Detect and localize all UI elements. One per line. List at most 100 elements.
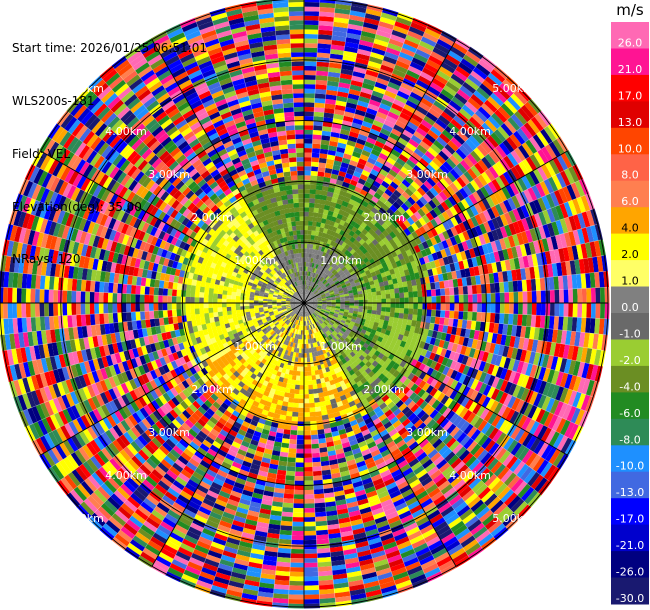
velocity-gate [351, 286, 357, 291]
velocity-gate [294, 476, 304, 481]
velocity-gate [516, 127, 530, 143]
velocity-gate [417, 75, 433, 87]
velocity-gate [358, 303, 364, 307]
velocity-gate [363, 303, 368, 307]
velocity-gate [305, 284, 307, 290]
velocity-gate [303, 503, 315, 509]
velocity-gate [499, 303, 505, 314]
velocity-gate [404, 73, 419, 84]
velocity-gate [309, 244, 314, 249]
velocity-gate [380, 64, 395, 74]
velocity-gate [516, 206, 526, 221]
velocity-gate [400, 82, 415, 92]
velocity-gate [321, 218, 327, 224]
velocity-gate [322, 213, 328, 220]
velocity-gate [412, 266, 419, 274]
velocity-gate [501, 186, 512, 200]
velocity-gate [327, 76, 341, 83]
velocity-gate [300, 371, 304, 377]
velocity-gate [382, 55, 398, 65]
velocity-gate [382, 144, 394, 154]
velocity-gate [345, 37, 361, 45]
velocity-gate [424, 150, 436, 161]
velocity-gate [309, 267, 312, 272]
velocity-gate [477, 245, 485, 257]
velocity-gate [499, 292, 505, 304]
velocity-gate [359, 260, 366, 266]
velocity-gate [350, 194, 358, 202]
velocity-gate [347, 164, 357, 172]
velocity-gate [456, 176, 467, 189]
velocity-gate [315, 520, 328, 527]
velocity-gate [477, 200, 487, 213]
velocity-gate [351, 273, 357, 279]
velocity-gate [371, 225, 379, 233]
velocity-gate [304, 47, 318, 53]
velocity-gate [566, 184, 577, 201]
velocity-gate [375, 210, 384, 219]
velocity-gate [463, 303, 469, 312]
velocity-gate [376, 290, 382, 296]
velocity-gate [339, 133, 350, 141]
velocity-gate [307, 380, 313, 385]
velocity-gate [509, 182, 520, 196]
velocity-gate [353, 222, 361, 230]
velocity-gate [291, 411, 299, 417]
velocity-gate [434, 74, 449, 86]
velocity-gate [385, 47, 401, 57]
velocity-gate [554, 289, 560, 304]
velocity-gate [453, 115, 467, 128]
velocity-gate [303, 466, 313, 472]
velocity-gate [286, 406, 293, 412]
velocity-gate [465, 120, 479, 133]
velocity-gate [310, 434, 319, 440]
velocity-gate [344, 148, 354, 156]
velocity-gate [467, 285, 473, 295]
velocity-gate [315, 279, 319, 284]
velocity-gate [470, 237, 478, 249]
velocity-gate [525, 216, 534, 231]
velocity-gate [362, 306, 368, 310]
velocity-gate [304, 294, 306, 299]
velocity-gate [330, 173, 339, 180]
velocity-gate [327, 187, 335, 193]
velocity-gate [353, 171, 362, 179]
velocity-gate [443, 58, 459, 70]
velocity-gate [318, 162, 327, 168]
velocity-gate [331, 35, 347, 42]
velocity-gate [299, 380, 304, 386]
velocity-gate [342, 153, 353, 160]
velocity-gate [349, 159, 359, 167]
velocity-gate [319, 153, 328, 159]
velocity-gate [445, 238, 454, 248]
velocity-gate [409, 91, 423, 102]
velocity-gate [395, 141, 407, 151]
velocity-gate [347, 93, 360, 101]
velocity-gate [425, 111, 439, 123]
velocity-gate [401, 191, 411, 200]
velocity-gate [560, 152, 573, 169]
velocity-gate [430, 104, 444, 116]
velocity-gate [315, 89, 327, 95]
velocity-gate [376, 303, 382, 308]
velocity-gate [462, 141, 474, 154]
velocity-gate [316, 295, 321, 299]
velocity-gate [440, 88, 455, 101]
velocity-gate [327, 71, 341, 78]
velocity-gate [348, 131, 360, 139]
velocity-gate [420, 97, 434, 109]
velocity-gate [303, 553, 318, 559]
velocity-gate [393, 98, 406, 109]
velocity-gate [344, 207, 352, 214]
velocity-gate [431, 252, 439, 261]
velocity-gate [285, 415, 293, 421]
velocity-gate [303, 435, 312, 440]
velocity-gate [464, 249, 472, 260]
velocity-gate [581, 303, 587, 319]
velocity-gate [540, 303, 546, 317]
velocity-gate [307, 366, 312, 372]
velocity-gate [324, 108, 336, 114]
velocity-gate [453, 286, 459, 296]
velocity-gate [343, 46, 359, 54]
velocity-gate [317, 171, 325, 177]
